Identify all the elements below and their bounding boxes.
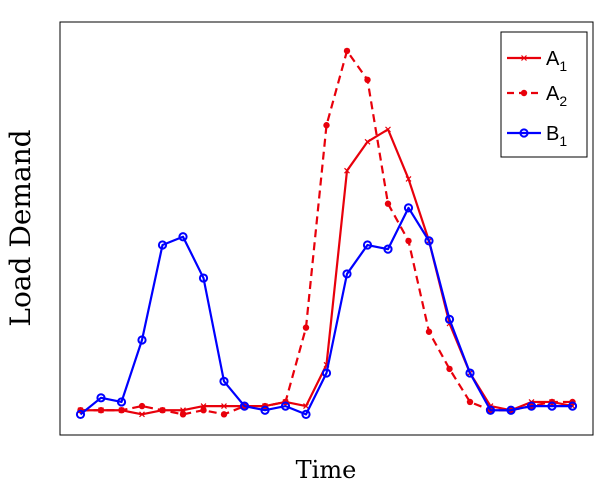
- data-point: [425, 328, 433, 335]
- data-point: [384, 200, 392, 207]
- data-point: [137, 335, 147, 345]
- data-point: [138, 402, 146, 410]
- data-point: [157, 240, 168, 250]
- data-point: [364, 138, 371, 145]
- legend-marker: [519, 128, 529, 138]
- series-b1-solid: [75, 203, 578, 419]
- legend-entry: B1: [507, 123, 567, 149]
- legend-entry: A1: [507, 48, 567, 74]
- data-point: [280, 401, 291, 411]
- y-axis-label: Load Demand: [4, 129, 37, 326]
- data-point: [465, 368, 475, 378]
- data-point: [221, 403, 227, 410]
- legend-marker: [520, 89, 528, 97]
- data-point: [303, 403, 309, 410]
- data-point: [344, 167, 350, 174]
- data-point: [424, 236, 434, 246]
- data-point: [466, 398, 474, 406]
- data-point: [383, 244, 393, 254]
- data-point: [405, 237, 412, 245]
- legend-label: A1: [546, 48, 567, 74]
- data-point: [547, 401, 557, 411]
- data-point: [362, 240, 373, 250]
- data-point: [260, 405, 270, 415]
- legend-label: B1: [546, 123, 567, 149]
- data-point: [116, 397, 127, 407]
- data-point: [200, 407, 207, 414]
- data-point: [97, 407, 105, 414]
- data-point: [323, 122, 330, 129]
- data-point: [301, 409, 311, 419]
- x-axis-label: Time: [296, 456, 357, 479]
- data-point: [485, 405, 496, 415]
- series-layer: [75, 47, 578, 419]
- legend-box: [500, 31, 588, 158]
- legend-entry: A2: [507, 83, 567, 109]
- data-point: [342, 269, 352, 279]
- data-point: [159, 407, 166, 414]
- data-point: [526, 401, 537, 411]
- data-point: [385, 126, 391, 133]
- data-point: [444, 314, 455, 324]
- data-point: [179, 411, 187, 418]
- data-point: [321, 368, 332, 378]
- data-point: [343, 47, 351, 55]
- legend-marker: [521, 55, 527, 61]
- data-point: [567, 401, 578, 411]
- data-point: [178, 232, 188, 242]
- data-point: [405, 176, 412, 182]
- data-point: [198, 273, 209, 283]
- data-point: [219, 376, 229, 386]
- series-line: [79, 206, 573, 416]
- data-point: [220, 411, 228, 418]
- data-point: [446, 365, 453, 373]
- legend-label: A2: [546, 83, 567, 109]
- legend: A1 A2 B1: [500, 31, 588, 158]
- data-point: [139, 411, 145, 418]
- data-point: [118, 407, 125, 414]
- data-point: [302, 324, 310, 331]
- data-point: [403, 203, 414, 213]
- data-point: [239, 401, 250, 411]
- data-point: [75, 409, 86, 419]
- data-point: [364, 76, 371, 84]
- data-point: [96, 393, 106, 403]
- data-point: [506, 405, 516, 415]
